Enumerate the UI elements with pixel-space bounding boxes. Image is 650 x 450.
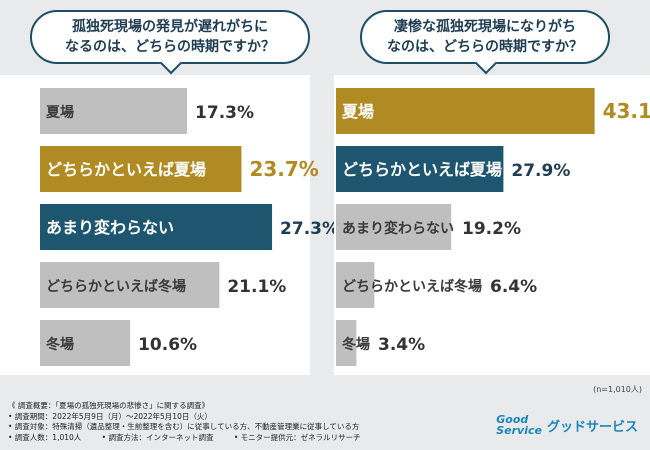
logo-mark-top: Good (496, 413, 529, 426)
bar-right-0 (336, 88, 595, 134)
value-label-right-0: 43.1% (603, 99, 650, 123)
footnote-details: • 調査人数：1,010人 • 調査方法：インターネット調査 • モニター提供元… (8, 433, 478, 444)
question-left: 孤独死現場の発見が遅れがちに なるのは、どちらの時期ですか？ (30, 10, 310, 75)
footnote-target: • 調査対象：特殊清掃（遺品整理・生前整理を含む）に従事している方、不動産管理業… (8, 422, 360, 431)
good-service-logo: Good Service グッドサービス (496, 410, 638, 440)
bar-right-4 (336, 320, 357, 366)
value-label-right-2: 19.2% (462, 219, 521, 239)
sample-size-note: (n=1,010人) (593, 385, 642, 394)
bar-right-1 (336, 146, 504, 192)
footnote-count: • 調査人数：1,010人 (8, 432, 82, 442)
chart-panel-left: 夏場 17.3% どちらかといえば夏場 23.7% あまり変わらない 27.3% どちらかと… (0, 75, 339, 375)
value-label-left-1: 23.7% (249, 157, 318, 181)
question-right-line1: 凄惨な孤独死現場になりがち (394, 19, 576, 35)
question-right-line2: なのは、どちらの時期ですか？ (387, 39, 583, 55)
logo-mark: Good Service (496, 414, 542, 436)
bar-left-0 (40, 88, 188, 134)
chart-panel-right: 夏場 43.1% どちらかといえば夏場 27.9% あまり変わらない 19.2% どちらかと… (334, 75, 650, 375)
bar-right-3 (336, 262, 375, 308)
value-label-right-1: 27.9% (511, 161, 570, 181)
category-label-left-3: どちらかといえば冬場 (46, 278, 186, 295)
footnote-method: • 調査方法：インターネット調査 (101, 432, 214, 442)
question-left-line1: 孤独死現場の発見が遅れがちに (72, 19, 268, 35)
survey-footnote: 《 調査概要：「夏場の孤独死現場の悲惨さ」に関する調査》 • 調査期間：2022… (8, 401, 478, 443)
footnote-period: • 調査期間：2022年5月9日（月）〜2022年5月10日（火） (8, 411, 212, 421)
footnote-provider: • モニター提供元：ゼネラルリサーチ (233, 432, 361, 442)
value-label-right-4: 3.4% (378, 335, 425, 355)
bar-left-3 (40, 262, 220, 308)
value-label-left-3: 21.1% (227, 277, 286, 297)
category-label-left-1: どちらかといえば夏場 (46, 160, 206, 179)
logo-name: グッドサービス (546, 419, 638, 435)
category-label-right-1: どちらかといえば夏場 (342, 160, 502, 179)
footnote-title: 《 調査概要：「夏場の孤独死現場の悲惨さ」に関する調査》 (8, 401, 210, 410)
category-label-right-3: どちらかといえば冬場 (342, 278, 482, 295)
question-right: 凄惨な孤独死現場になりがち なのは、どちらの時期ですか？ (360, 10, 610, 75)
category-label-right-2: あまり変わらない (342, 220, 454, 237)
bar-left-2 (40, 204, 273, 250)
category-label-right-0: 夏場 (341, 102, 374, 121)
category-label-left-4: 冬場 (46, 336, 74, 353)
value-label-right-3: 6.4% (490, 277, 537, 297)
bar-chart-right: 夏場 43.1% どちらかといえば夏場 27.9% あまり変わらない 19.2% どちらかと… (336, 88, 650, 366)
bar-right-2 (336, 204, 452, 250)
question-left-line2: なるのは、どちらの時期ですか？ (65, 39, 275, 55)
value-label-left-0: 17.3% (195, 103, 254, 123)
value-label-left-2: 27.3% (280, 219, 339, 239)
category-label-left-0: 夏場 (46, 104, 74, 121)
category-label-right-4: 冬場 (342, 336, 370, 353)
bar-left-1 (40, 146, 242, 192)
bar-left-4 (40, 320, 131, 366)
category-label-left-2: あまり変わらない (46, 218, 174, 237)
bar-chart-left: 夏場 17.3% どちらかといえば夏場 23.7% あまり変わらない 27.3% どちらかと… (40, 88, 339, 366)
value-label-left-4: 10.6% (138, 335, 197, 355)
logo-mark-bottom: Service (496, 424, 542, 437)
